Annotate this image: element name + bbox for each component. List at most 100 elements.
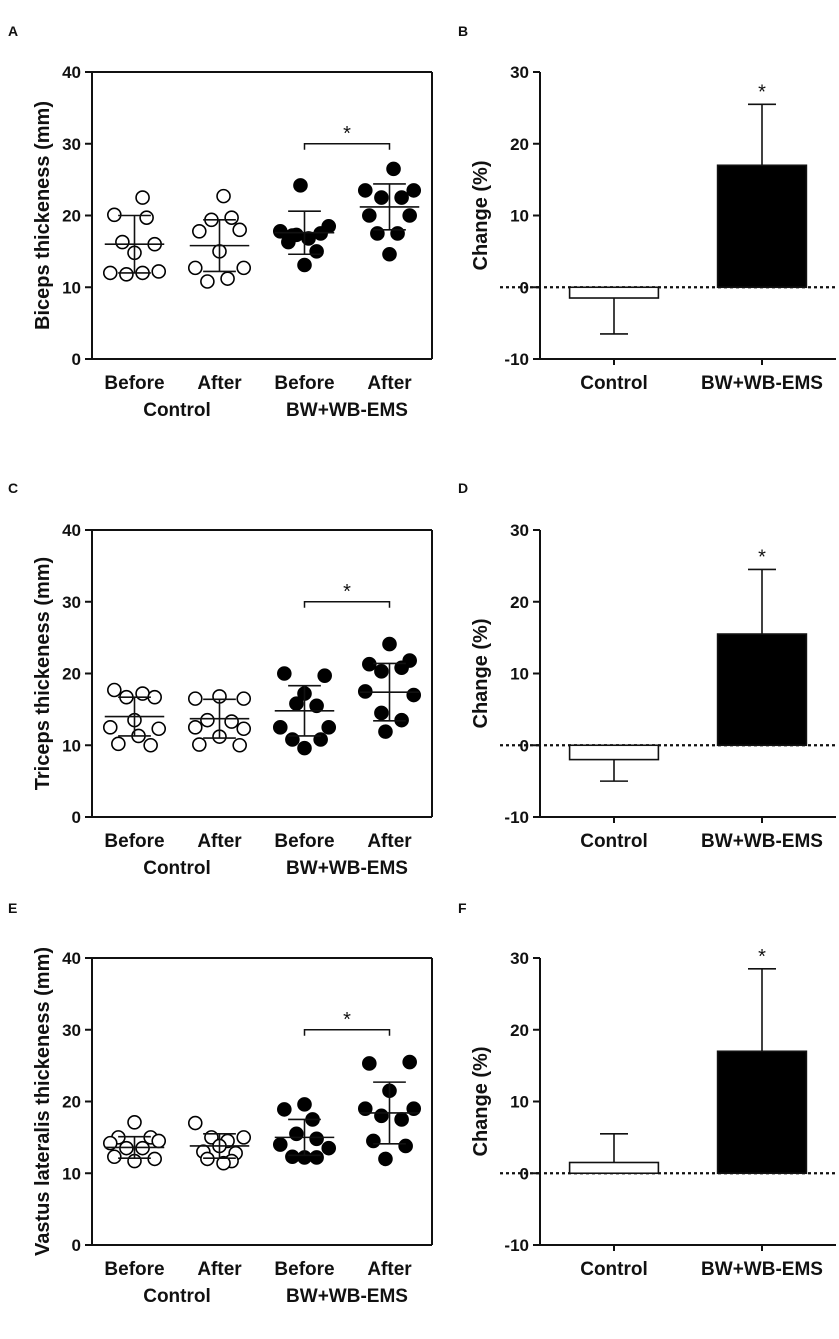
data-point-open [120,268,133,281]
x-category-label: BW+WB-EMS [701,373,823,394]
x-category-label: Control [580,373,648,394]
data-point-open [152,265,165,278]
x-category-label: After [197,831,242,852]
bar-filled [718,165,807,287]
data-point-filled [383,638,396,651]
data-point-filled [318,669,331,682]
data-point-filled [379,1152,392,1165]
x-category-label: BW+WB-EMS [701,831,823,852]
data-point-filled [290,1127,303,1140]
x-group-label: Control [143,1286,211,1307]
panel-letter: E [8,900,17,916]
data-point-open [140,211,153,224]
panel-letter: D [458,480,468,496]
data-point-filled [278,667,291,680]
panel-letter: A [8,23,18,39]
data-point-open [136,687,149,700]
bar-filled [718,634,807,745]
data-point-open [108,1150,121,1163]
data-point-open [152,722,165,735]
data-point-open [221,272,234,285]
data-point-filled [375,191,388,204]
y-axis-title: Change (%) [470,1047,492,1157]
data-point-filled [395,191,408,204]
x-category-label: BW+WB-EMS [701,1259,823,1280]
data-point-filled [294,179,307,192]
y-tick-label: 40 [62,63,81,82]
data-point-filled [322,1142,335,1155]
data-point-open [104,721,117,734]
x-category-label: Before [104,831,164,852]
y-tick-label: 30 [510,63,529,82]
x-category-label: Control [580,1259,648,1280]
significance-star: * [758,946,766,968]
significance-star: * [343,1009,351,1031]
data-point-filled [359,184,372,197]
significance-star: * [343,123,351,145]
panel-letter: F [458,900,467,916]
data-point-filled [395,1113,408,1126]
scatter-panel-c: C 0 10 20 30 40 Triceps thickeness (mm) Before A… [8,480,432,879]
data-point-filled [363,209,376,222]
data-point-open [112,737,125,750]
x-category-label: Before [274,373,334,394]
panel-letter: B [458,23,468,39]
data-point-open [116,236,129,249]
data-point-filled [274,1138,287,1151]
data-point-filled [310,1132,323,1145]
data-point-filled [387,162,400,175]
data-point-open [225,715,238,728]
data-point-filled [278,1103,291,1116]
data-point-filled [403,1056,416,1069]
data-point-open [201,714,214,727]
x-category-label: After [367,373,412,394]
bar-filled [718,1051,807,1173]
data-point-open [201,275,214,288]
data-point-filled [367,1134,380,1147]
x-group-label: Control [143,400,211,421]
y-tick-label: 20 [62,207,81,226]
y-axis-title: Change (%) [470,619,492,729]
y-tick-label: 0 [72,808,81,827]
y-tick-label: 20 [62,1093,81,1112]
y-tick-label: 20 [510,593,529,612]
y-tick-label: -10 [504,350,529,369]
x-category-label: After [197,373,242,394]
y-tick-label: 10 [510,665,529,684]
x-group-label: BW+WB-EMS [286,400,408,421]
y-tick-label: -10 [504,808,529,827]
data-point-filled [383,248,396,261]
data-point-filled [286,1150,299,1163]
data-point-open [233,223,246,236]
bar-open [570,287,659,298]
x-category-label: Before [274,1259,334,1280]
figure: A010203040Biceps thickeness (mm)Before Af… [0,0,839,1339]
data-point-open [237,1131,250,1144]
y-tick-label: 20 [510,135,529,154]
bar-open [570,1162,659,1173]
x-group-label: BW+WB-EMS [286,1286,408,1307]
data-point-filled [391,227,404,240]
y-tick-label: -10 [504,1236,529,1255]
data-point-filled [407,689,420,702]
significance-star: * [758,81,766,103]
y-tick-label: 30 [62,135,81,154]
data-point-open [217,190,230,203]
y-tick-label: 20 [62,665,81,684]
significance-star: * [343,581,351,603]
data-point-open [104,266,117,279]
data-point-open [189,261,202,274]
data-point-open [128,1116,141,1129]
y-tick-label: 30 [62,1021,81,1040]
y-tick-label: 10 [62,278,81,297]
data-point-open [237,692,250,705]
y-tick-label: 10 [510,207,529,226]
x-category-label: After [367,1259,412,1280]
data-point-filled [286,229,299,242]
scatter-panel-a: A 0 10 20 30 40 Biceps thickeness (mm) Before Af… [8,23,432,421]
x-category-label: Before [104,373,164,394]
scatter-panel-e: E 0 10 20 30 40 Vastus lateralis thickeness (m… [8,900,432,1307]
panel-letter: C [8,480,18,496]
data-point-filled [274,721,287,734]
